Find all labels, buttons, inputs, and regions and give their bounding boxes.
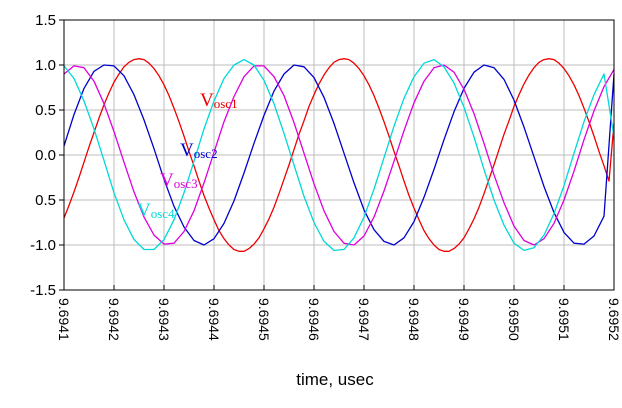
series-label-osc1: Vosc1 [200, 90, 238, 111]
series-lines [63, 58, 615, 252]
y-tick-label: 0.0 [35, 147, 56, 164]
series-label-osc2: Vosc2 [180, 140, 218, 161]
y-tick-label: -1.5 [30, 282, 56, 299]
series-label-osc3: Vosc3 [160, 170, 198, 191]
x-axis-label: time, usec [296, 370, 374, 389]
series-line-osc2 [63, 64, 615, 246]
x-tick-label: 9.6948 [406, 298, 422, 341]
x-tick-label: 9.6944 [206, 298, 222, 341]
axis-ticks [59, 19, 615, 291]
y-tick-label: 1.5 [35, 12, 56, 29]
y-tick-label: 1.0 [35, 57, 56, 74]
x-tick-label: 9.6951 [556, 298, 572, 341]
x-tick-label: 9.6952 [606, 298, 622, 341]
x-tick-label: 9.6943 [156, 298, 172, 341]
x-tick-label: 9.6950 [506, 298, 522, 341]
x-tick-label: 9.6941 [56, 298, 72, 341]
series-line-osc1 [63, 58, 615, 252]
x-tick-label: 9.6946 [306, 298, 322, 341]
x-tick-labels: 9.6941 9.6942 9.6943 9.6944 9.6945 9.6946 9.69… [56, 298, 622, 341]
y-tick-label: -1.0 [30, 237, 56, 254]
series-line-osc4 [63, 58, 615, 252]
y-tick-labels: 1.5 1.0 0.5 0.0 0.5 -1.0 -1.5 [30, 12, 56, 299]
x-tick-label: 9.6942 [106, 298, 122, 341]
x-tick-label: 9.6945 [256, 298, 272, 341]
series-line-osc3 [63, 64, 615, 246]
x-tick-label: 9.6947 [356, 298, 372, 341]
y-tick-label: 0.5 [35, 102, 56, 119]
series-label-osc4: Vosc4 [137, 200, 175, 221]
y-tick-label: 0.5 [35, 192, 56, 209]
x-tick-label: 9.6949 [456, 298, 472, 341]
